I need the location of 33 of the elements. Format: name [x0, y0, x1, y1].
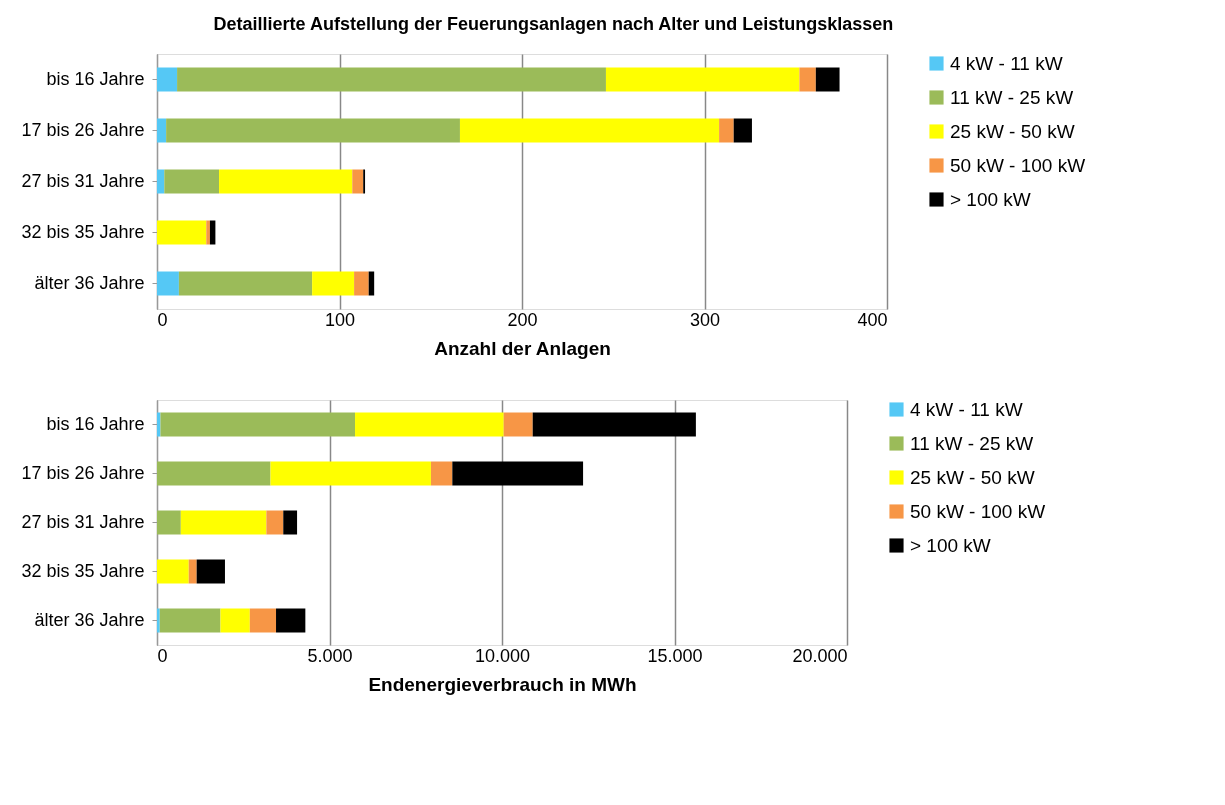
chart-title: Detaillierte Aufstellung der Feuerungsanlagen nach Alter und Leistungsklassen — [213, 13, 894, 34]
y-tick-label: bis 16 Jahre — [46, 413, 145, 434]
y-tick-label: 27 bis 31 Jahre — [21, 170, 145, 191]
legend-label: 25 kW - 50 kW — [910, 466, 1035, 488]
y-tick-label: 32 bis 35 Jahre — [21, 221, 145, 242]
x-tick-label: 100 — [324, 309, 356, 330]
x-tick-label: 5.000 — [307, 645, 353, 666]
legend-label: > 100 kW — [910, 534, 991, 556]
x-tick-label: 0 — [157, 309, 168, 330]
x-tick-label: 400 — [857, 309, 888, 330]
legend-label: 50 kW - 100 kW — [950, 154, 1086, 176]
legend-label: 25 kW - 50 kW — [950, 120, 1075, 142]
x-tick-label: 10.000 — [474, 645, 531, 666]
x-axis-title: Endenergieverbrauch in MWh — [368, 673, 637, 695]
x-tick-label: 200 — [507, 309, 538, 330]
legend-label: 11 kW - 25 kW — [910, 432, 1034, 454]
x-tick-label: 300 — [689, 309, 721, 330]
y-tick-label: bis 16 Jahre — [46, 68, 145, 89]
y-tick-label: älter 36 Jahre — [34, 609, 145, 630]
legend-label: 50 kW - 100 kW — [910, 500, 1046, 522]
legend-label: 4 kW - 11 kW — [950, 52, 1063, 74]
x-tick-label: 20.000 — [792, 645, 848, 666]
legend-label: 11 kW - 25 kW — [950, 86, 1074, 108]
legend-label: > 100 kW — [950, 188, 1031, 210]
legend-label: 4 kW - 11 kW — [910, 398, 1023, 420]
y-tick-label: 32 bis 35 Jahre — [21, 560, 145, 581]
y-tick-label: 27 bis 31 Jahre — [21, 511, 145, 532]
y-tick-label: 17 bis 26 Jahre — [21, 119, 145, 140]
x-axis-title: Anzahl der Anlagen — [434, 337, 611, 359]
y-tick-label: 17 bis 26 Jahre — [21, 462, 145, 483]
y-tick-label: älter 36 Jahre — [34, 272, 145, 293]
x-tick-label: 0 — [157, 645, 168, 666]
x-tick-label: 15.000 — [647, 645, 703, 666]
